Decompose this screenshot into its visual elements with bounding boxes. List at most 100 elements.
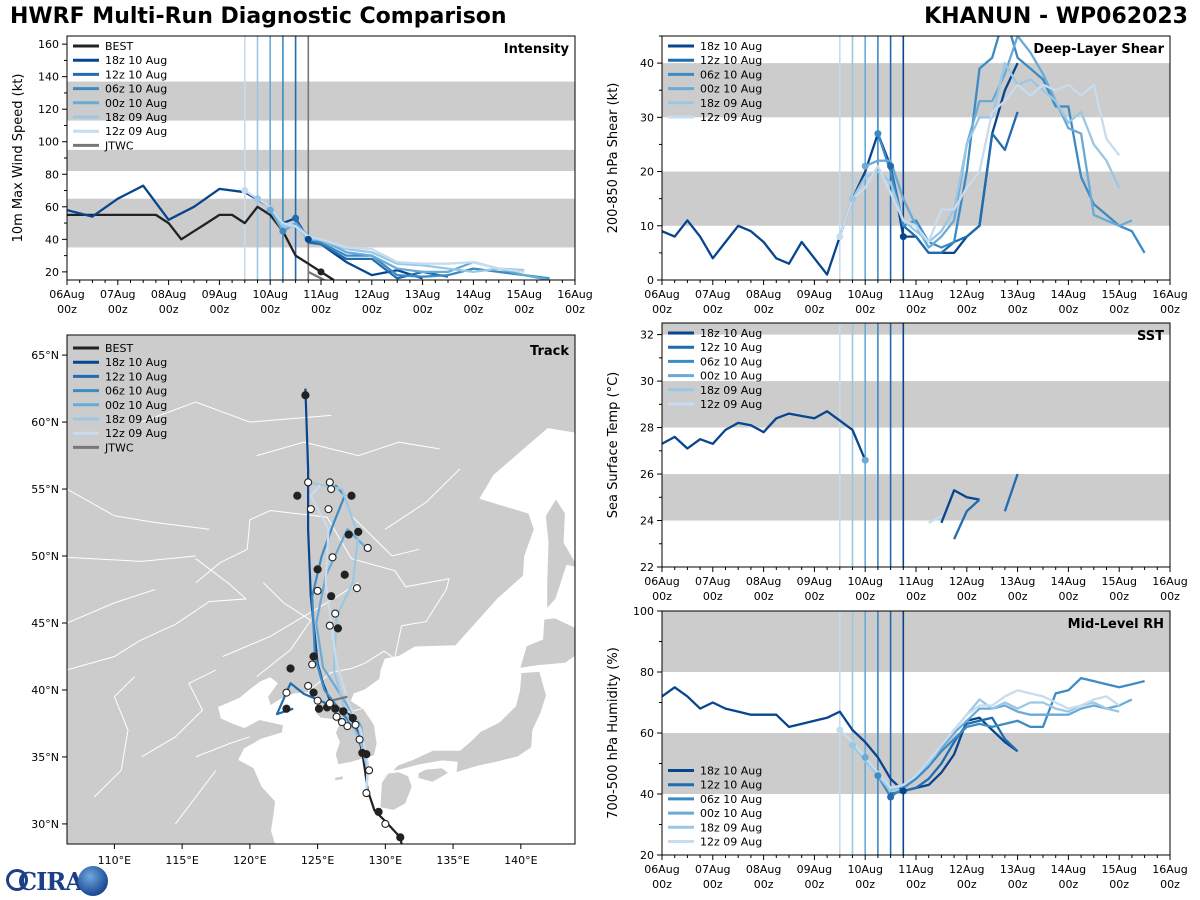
y-axis: 22 24 26 28 30 32 (640, 329, 662, 574)
x-axis: 06Aug 00z 07Aug 00z 08Aug 00z 09Aug 00z 10Aug 00z… (644, 280, 1188, 316)
x-tick-label-hour: 00z (1008, 878, 1028, 891)
x-tick-label-date: 07Aug (695, 575, 730, 588)
position-dot-filled (358, 748, 367, 758)
init-marker (861, 753, 869, 761)
grey-band (662, 474, 1170, 521)
x-tick-label-hour: 00z (1160, 303, 1180, 316)
series-line (851, 698, 1120, 793)
position-dot-filled (340, 570, 349, 579)
legend-label: JTWC (104, 441, 134, 454)
x-tick-label-date: 15Aug (1101, 575, 1136, 588)
legend-label: 18z 10 Aug (700, 40, 762, 53)
series-line (294, 217, 449, 280)
position-dot-open (381, 819, 390, 828)
x-tick-label-hour: 00z (805, 590, 825, 603)
y-axis: 0 10 20 30 40 (640, 35, 662, 287)
position-dot-open (308, 660, 317, 669)
y-tick-label: 26 (640, 468, 654, 481)
japan-shikoku (417, 766, 451, 784)
x-tick-label-date: 07Aug (695, 288, 730, 301)
init-marker (836, 726, 844, 734)
x-tick-label-date: 13Aug (405, 288, 440, 301)
legend-label: 18z 09 Aug (700, 384, 762, 397)
grey-band (67, 81, 575, 121)
x-tick-label-hour: 00z (957, 590, 977, 603)
position-dot-open (352, 584, 361, 593)
position-dot-open (337, 718, 347, 727)
init-marker (279, 227, 287, 235)
border-line (67, 555, 196, 562)
x-tick-label: 140°E (504, 854, 537, 867)
rh-panel: 20 40 60 80 100 06Aug 00z 07Aug 00z 08Aug 00z 09Aug… (606, 605, 1188, 891)
position-dot-open (332, 712, 341, 721)
x-tick-label-date: 11Aug (898, 575, 933, 588)
init-marker (899, 233, 907, 241)
legend-label: 12z 10 Aug (700, 341, 762, 354)
x-tick-label-date: 16Aug (1152, 288, 1187, 301)
position-dot-open (304, 478, 313, 487)
x-tick-label-hour: 00z (1160, 878, 1180, 891)
y-axis-label: 10m Max Wind Speed (kt) (11, 74, 26, 243)
x-tick-label-date: 09Aug (202, 288, 237, 301)
x-tick-label-hour: 00z (957, 878, 977, 891)
jeju-island (333, 774, 344, 782)
intensity-panel: 20 40 60 80 100 120 140 160 06Aug 00z 07Aug 00z 08Au… (11, 35, 593, 316)
y-tick-label: 10 (640, 220, 654, 233)
panel-title: Track (530, 344, 569, 359)
x-tick-label-hour: 00z (413, 303, 433, 316)
x-tick-label-hour: 00z (1059, 590, 1079, 603)
panel-title: Deep-Layer Shear (1033, 42, 1164, 57)
x-tick-label-hour: 00z (652, 590, 672, 603)
x-tick-label-hour: 00z (754, 303, 774, 316)
position-dot-open (304, 681, 313, 690)
grey-band (662, 323, 1170, 335)
position-dot-open (328, 553, 337, 562)
x-axis: 06Aug 00z 07Aug 00z 08Aug 00z 09Aug 00z 10Aug 00z… (644, 855, 1188, 891)
position-dot-filled (354, 527, 363, 537)
init-marker (254, 195, 261, 203)
x-tick-label-date: 11Aug (898, 288, 933, 301)
x-tick-label-hour: 00z (108, 303, 128, 316)
x-tick-label-hour: 00z (311, 303, 331, 316)
y-tick-label: 35°N (31, 751, 59, 764)
x-tick-label-hour: 00z (1160, 590, 1180, 603)
x-tick-label-hour: 00z (1008, 590, 1028, 603)
x-tick-label-date: 08Aug (151, 288, 186, 301)
position-dot-open (306, 505, 315, 514)
position-dot-open (324, 505, 333, 514)
init-marker (836, 233, 844, 241)
x-tick-label-date: 06Aug (644, 288, 679, 301)
position-dot-filled (347, 491, 356, 500)
position-dot-filled (374, 807, 383, 816)
position-dot-filled (309, 652, 318, 661)
y-tick-label: 30 (640, 375, 654, 388)
position-dot-open (363, 543, 372, 553)
legend-label: 18z 10 Aug (700, 327, 762, 340)
x-tick-label-hour: 00z (703, 590, 723, 603)
position-dot-open (325, 478, 334, 487)
border-line (141, 669, 217, 758)
y-tick-label: 40 (640, 57, 654, 70)
y-axis-label: 200-850 hPa Shear (kt) (606, 83, 621, 234)
x-tick-label-date: 14Aug (1051, 863, 1086, 876)
legend-label: 12z 10 Aug (700, 54, 762, 67)
y-axis: 20 40 60 80 100 120 140 160 (38, 38, 67, 279)
x-tick-label-hour: 00z (805, 303, 825, 316)
y-tick-label: 22 (640, 561, 654, 574)
legend-label: 12z 09 Aug (700, 111, 762, 124)
position-dot-filled (301, 391, 310, 400)
x-tick-label-date: 08Aug (746, 288, 781, 301)
x-tick-label-hour: 00z (514, 303, 534, 316)
x-tick-label-hour: 00z (260, 303, 280, 316)
cira-logo: CIRA (4, 866, 108, 898)
position-dot-filled (348, 713, 357, 723)
init-marker (849, 195, 856, 203)
legend-label: 00z 10 Aug (105, 97, 167, 110)
legend-label: 06z 10 Aug (700, 793, 762, 806)
x-tick-label-hour: 00z (57, 303, 77, 316)
track-line (330, 695, 348, 702)
position-dot-open (325, 621, 334, 630)
border-line (351, 515, 420, 557)
x-tick-label-hour: 00z (1008, 303, 1028, 316)
